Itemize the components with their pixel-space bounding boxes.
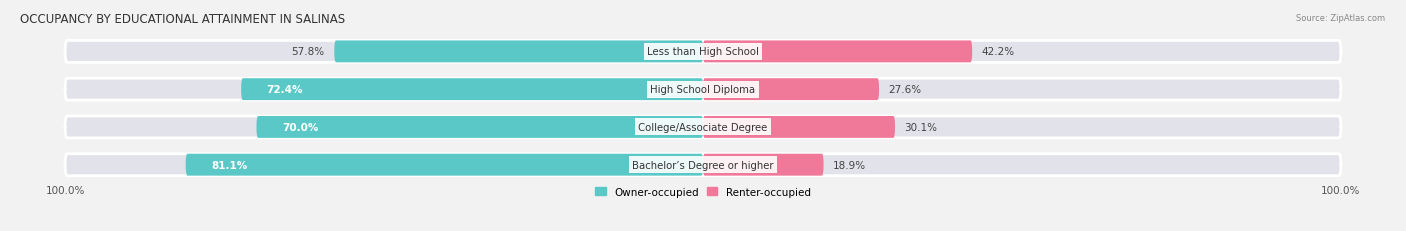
FancyBboxPatch shape [256, 116, 703, 138]
Text: OCCUPANCY BY EDUCATIONAL ATTAINMENT IN SALINAS: OCCUPANCY BY EDUCATIONAL ATTAINMENT IN S… [21, 13, 346, 26]
FancyBboxPatch shape [186, 154, 703, 176]
Text: 57.8%: 57.8% [291, 47, 325, 57]
Text: 70.0%: 70.0% [283, 122, 318, 132]
FancyBboxPatch shape [65, 41, 1341, 63]
Text: Bachelor’s Degree or higher: Bachelor’s Degree or higher [633, 160, 773, 170]
FancyBboxPatch shape [65, 154, 1341, 176]
Text: High School Diploma: High School Diploma [651, 85, 755, 95]
FancyBboxPatch shape [703, 154, 824, 176]
Text: 27.6%: 27.6% [889, 85, 922, 95]
Legend: Owner-occupied, Renter-occupied: Owner-occupied, Renter-occupied [595, 187, 811, 197]
Text: 42.2%: 42.2% [981, 47, 1015, 57]
FancyBboxPatch shape [242, 79, 703, 101]
FancyBboxPatch shape [703, 116, 896, 138]
Text: 18.9%: 18.9% [834, 160, 866, 170]
Text: 100.0%: 100.0% [45, 186, 84, 196]
Text: 81.1%: 81.1% [211, 160, 247, 170]
Text: 100.0%: 100.0% [1322, 186, 1361, 196]
FancyBboxPatch shape [65, 79, 1341, 101]
Text: Less than High School: Less than High School [647, 47, 759, 57]
FancyBboxPatch shape [335, 41, 703, 63]
Text: College/Associate Degree: College/Associate Degree [638, 122, 768, 132]
FancyBboxPatch shape [703, 41, 972, 63]
FancyBboxPatch shape [703, 79, 879, 101]
FancyBboxPatch shape [65, 116, 1341, 138]
Text: 30.1%: 30.1% [904, 122, 938, 132]
Text: 72.4%: 72.4% [267, 85, 304, 95]
Text: Source: ZipAtlas.com: Source: ZipAtlas.com [1296, 14, 1385, 23]
